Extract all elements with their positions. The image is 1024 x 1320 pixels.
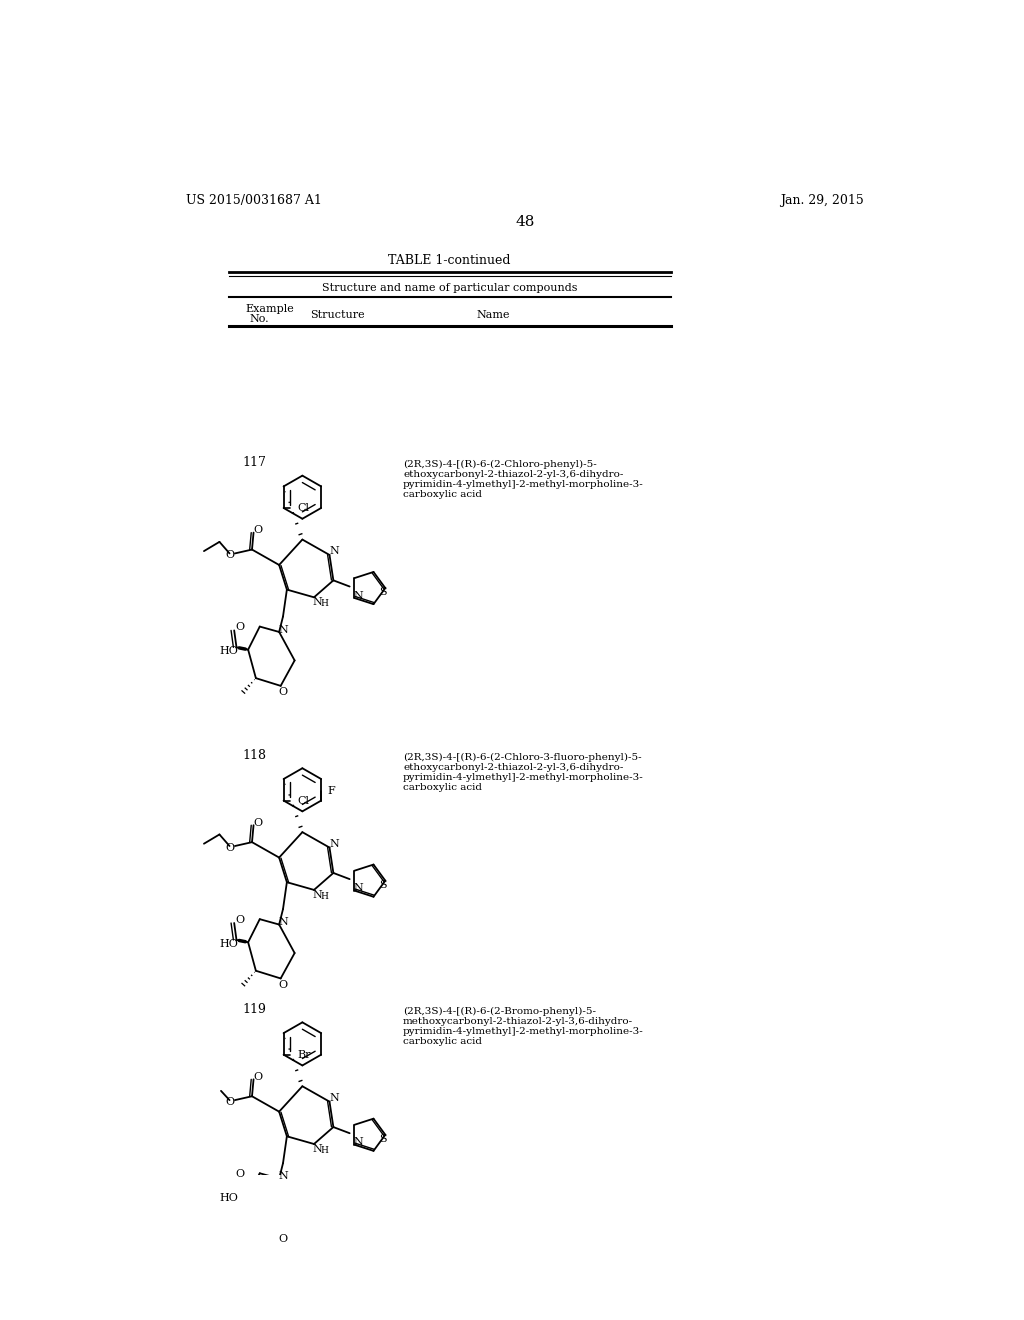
Text: 118: 118 — [243, 748, 266, 762]
Text: HO: HO — [219, 939, 239, 949]
Text: N: N — [279, 1171, 288, 1181]
Text: 119: 119 — [243, 1003, 266, 1016]
Text: (2R,3S)-4-[(R)-6-(2-Bromo-phenyl)-5-: (2R,3S)-4-[(R)-6-(2-Bromo-phenyl)-5- — [403, 1007, 596, 1016]
Text: S: S — [379, 1134, 387, 1143]
Text: N: N — [330, 1093, 339, 1102]
Text: pyrimidin-4-ylmethyl]-2-methyl-morpholine-3-: pyrimidin-4-ylmethyl]-2-methyl-morpholin… — [403, 480, 644, 490]
Text: pyrimidin-4-ylmethyl]-2-methyl-morpholine-3-: pyrimidin-4-ylmethyl]-2-methyl-morpholin… — [403, 774, 644, 781]
Text: H: H — [321, 599, 328, 609]
Text: O: O — [279, 1234, 288, 1243]
Text: O: O — [279, 686, 288, 697]
Text: S: S — [379, 587, 387, 597]
Text: N: N — [353, 883, 364, 894]
Text: HO: HO — [219, 1193, 239, 1203]
Text: Cl: Cl — [298, 503, 309, 513]
Text: methoxycarbonyl-2-thiazol-2-yl-3,6-dihydro-: methoxycarbonyl-2-thiazol-2-yl-3,6-dihyd… — [403, 1018, 633, 1026]
Text: O: O — [236, 1170, 244, 1179]
Text: Name: Name — [477, 310, 510, 319]
Text: (2R,3S)-4-[(R)-6-(2-Chloro-phenyl)-5-: (2R,3S)-4-[(R)-6-(2-Chloro-phenyl)-5- — [403, 461, 597, 470]
Text: Jan. 29, 2015: Jan. 29, 2015 — [780, 194, 864, 207]
Text: O: O — [225, 550, 234, 560]
Text: O: O — [236, 622, 244, 632]
Text: O: O — [254, 1072, 263, 1082]
Text: N: N — [353, 591, 364, 601]
Text: ethoxycarbonyl-2-thiazol-2-yl-3,6-dihydro-: ethoxycarbonyl-2-thiazol-2-yl-3,6-dihydr… — [403, 763, 624, 772]
Text: carboxylic acid: carboxylic acid — [403, 1038, 482, 1045]
Text: N: N — [279, 624, 288, 635]
Text: S: S — [379, 879, 387, 890]
Text: N: N — [330, 838, 339, 849]
Text: O: O — [236, 915, 244, 925]
Text: O: O — [225, 842, 234, 853]
Text: Cl: Cl — [298, 796, 309, 805]
Text: F: F — [328, 785, 335, 796]
Text: (2R,3S)-4-[(R)-6-(2-Chloro-3-fluoro-phenyl)-5-: (2R,3S)-4-[(R)-6-(2-Chloro-3-fluoro-phen… — [403, 752, 642, 762]
Text: Structure and name of particular compounds: Structure and name of particular compoun… — [322, 282, 578, 293]
Text: ethoxycarbonyl-2-thiazol-2-yl-3,6-dihydro-: ethoxycarbonyl-2-thiazol-2-yl-3,6-dihydr… — [403, 470, 624, 479]
Text: pyrimidin-4-ylmethyl]-2-methyl-morpholine-3-: pyrimidin-4-ylmethyl]-2-methyl-morpholin… — [403, 1027, 644, 1036]
Text: H: H — [321, 1146, 328, 1155]
Text: O: O — [254, 525, 263, 536]
Text: HO: HO — [219, 647, 239, 656]
Text: 48: 48 — [515, 215, 535, 228]
Text: carboxylic acid: carboxylic acid — [403, 491, 482, 499]
Text: N: N — [353, 1138, 364, 1147]
Text: O: O — [279, 979, 288, 990]
Text: Br: Br — [298, 1049, 311, 1060]
Text: O: O — [254, 818, 263, 828]
Text: N: N — [279, 917, 288, 927]
Text: N: N — [312, 1143, 322, 1154]
Text: N: N — [330, 546, 339, 556]
Text: O: O — [225, 1097, 234, 1106]
Text: H: H — [321, 891, 328, 900]
Text: N: N — [312, 597, 322, 607]
Text: Example: Example — [246, 304, 295, 314]
Text: TABLE 1-continued: TABLE 1-continued — [388, 255, 511, 268]
Text: 117: 117 — [243, 455, 266, 469]
Text: N: N — [312, 890, 322, 899]
Text: Structure: Structure — [310, 310, 365, 319]
Text: No.: No. — [250, 314, 269, 323]
Text: carboxylic acid: carboxylic acid — [403, 783, 482, 792]
Text: US 2015/0031687 A1: US 2015/0031687 A1 — [186, 194, 322, 207]
